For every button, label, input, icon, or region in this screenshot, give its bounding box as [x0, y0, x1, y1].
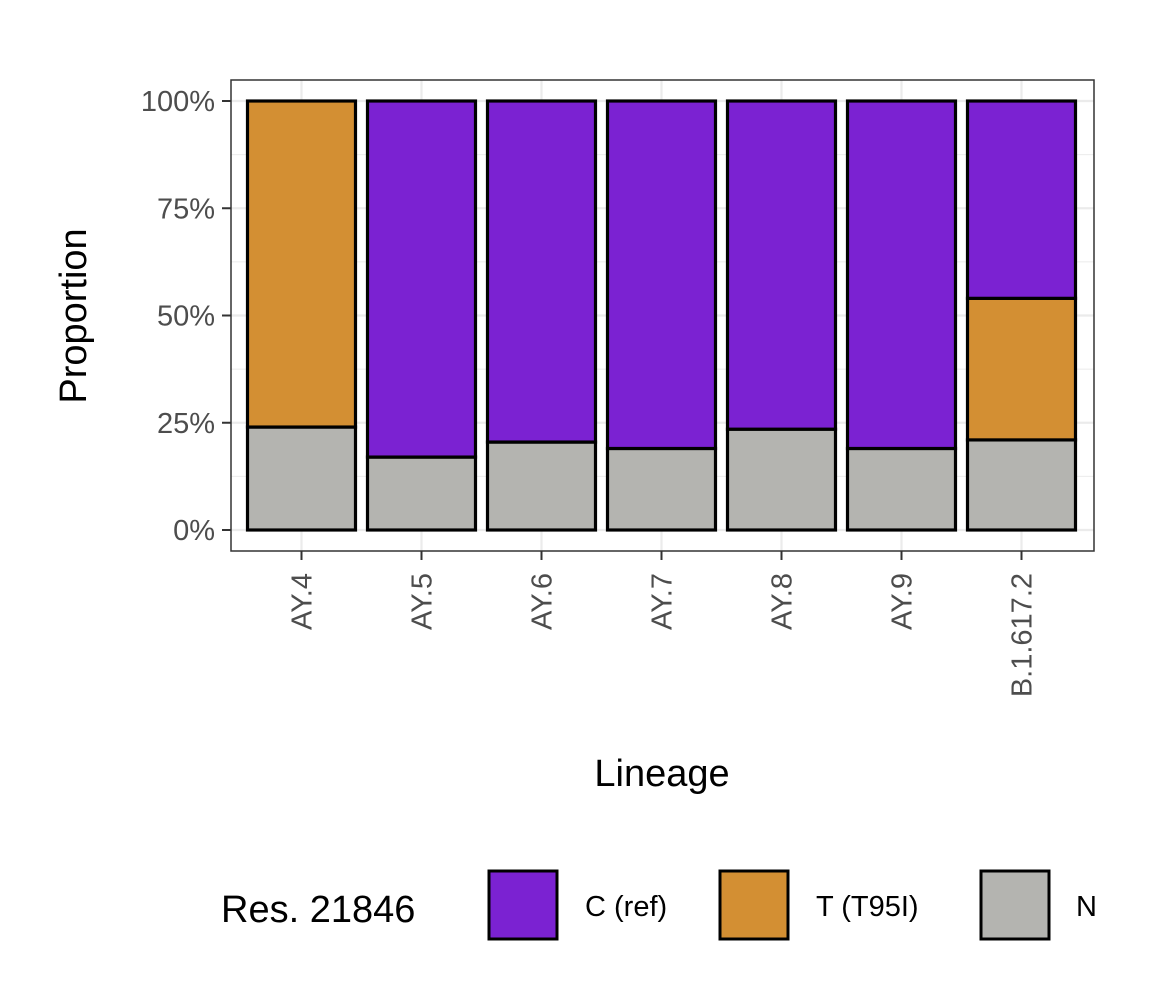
- x-tick-label: AY.7: [647, 573, 679, 630]
- y-tick-label: 25%: [157, 408, 215, 440]
- x-tick-label: AY.6: [527, 573, 559, 630]
- bar-segment-b-1-617-2-n: [965, 438, 1078, 532]
- legend-key-n: [979, 869, 1051, 941]
- bar-segment-b-1-617-2-t-t95i: [965, 296, 1078, 442]
- bar-segment-ay-7-n: [605, 446, 718, 532]
- legend-key-c-ref: [487, 869, 559, 941]
- bar-segment-ay-8-c-ref: [725, 99, 838, 431]
- bar-segment-ay-5-n: [365, 455, 478, 532]
- y-axis: 0% 25% 50% 75% 100%: [141, 86, 231, 547]
- x-axis-title: Lineage: [594, 753, 729, 795]
- bar-segment-ay-9-n: [845, 446, 958, 532]
- x-tick-label: AY.8: [767, 573, 799, 630]
- bar-segment-ay-6-c-ref: [485, 99, 598, 444]
- bar-segment-ay-9-c-ref: [845, 99, 958, 451]
- bar-segment-ay-6-n: [485, 440, 598, 532]
- bar-segment-ay-7-c-ref: [605, 99, 718, 451]
- legend-label-t-t95i: T (T95I): [816, 891, 919, 923]
- legend-label-n: N: [1076, 891, 1097, 923]
- x-tick-label: B.1.617.2: [1007, 573, 1039, 697]
- bar-segment-ay-4-t-t95i: [245, 99, 358, 429]
- bar-segment-ay-8-n: [725, 427, 838, 532]
- x-tick-label: AY.4: [287, 573, 319, 630]
- y-tick-label: 50%: [157, 301, 215, 333]
- y-tick-label: 0%: [173, 515, 215, 547]
- legend-key-t-t95i: [718, 869, 790, 941]
- y-tick-label: 100%: [141, 86, 215, 118]
- bar-segment-ay-5-c-ref: [365, 99, 478, 459]
- x-tick-label: AY.5: [407, 573, 439, 630]
- y-tick-label: 75%: [157, 193, 215, 225]
- bars: [245, 99, 1078, 532]
- bar-segment-ay-4-n: [245, 425, 358, 532]
- x-axis: AY.4 AY.5 AY.6 AY.7 AY.8 AY.9 B.1.617.2: [287, 551, 1039, 697]
- legend-title: Res. 21846: [221, 889, 415, 931]
- legend-label-c-ref: C (ref): [585, 891, 667, 923]
- legend: Res. 21846 C (ref) T (T95I) N: [221, 869, 1097, 941]
- bar-segment-b-1-617-2-c-ref: [965, 99, 1078, 300]
- y-axis-title: Proportion: [53, 228, 95, 403]
- x-tick-label: AY.9: [887, 573, 919, 630]
